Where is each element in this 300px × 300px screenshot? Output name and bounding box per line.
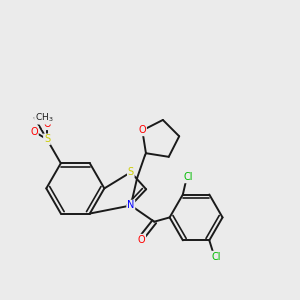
Text: Cl: Cl: [184, 172, 193, 182]
Text: S: S: [44, 134, 50, 144]
Text: O: O: [139, 125, 146, 135]
Text: O: O: [30, 127, 38, 136]
Text: S: S: [128, 167, 134, 177]
Text: CH$_3$: CH$_3$: [34, 112, 53, 124]
Text: N: N: [127, 200, 134, 211]
Text: O: O: [138, 235, 145, 244]
Text: O: O: [43, 119, 51, 129]
Text: Cl: Cl: [212, 252, 221, 262]
